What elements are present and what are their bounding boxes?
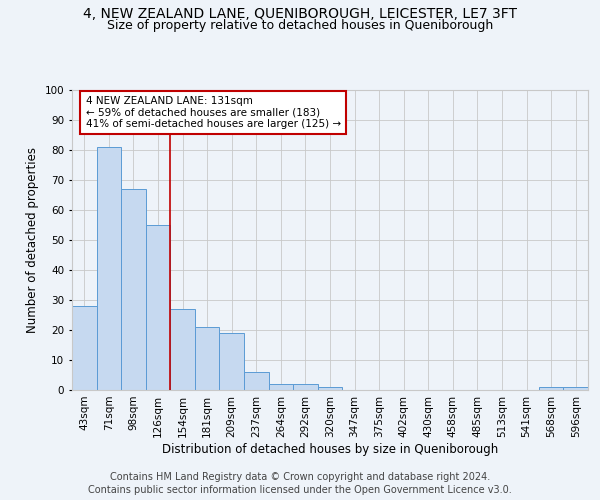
Bar xyxy=(244,372,269,390)
Bar xyxy=(293,384,318,390)
Text: Contains public sector information licensed under the Open Government Licence v3: Contains public sector information licen… xyxy=(88,485,512,495)
Bar xyxy=(220,333,244,390)
Bar xyxy=(72,306,97,390)
Text: 4, NEW ZEALAND LANE, QUENIBOROUGH, LEICESTER, LE7 3FT: 4, NEW ZEALAND LANE, QUENIBOROUGH, LEICE… xyxy=(83,8,517,22)
Text: Size of property relative to detached houses in Queniborough: Size of property relative to detached ho… xyxy=(107,19,493,32)
Text: Contains HM Land Registry data © Crown copyright and database right 2024.: Contains HM Land Registry data © Crown c… xyxy=(110,472,490,482)
Bar xyxy=(170,309,195,390)
Bar xyxy=(269,384,293,390)
Text: 4 NEW ZEALAND LANE: 131sqm
← 59% of detached houses are smaller (183)
41% of sem: 4 NEW ZEALAND LANE: 131sqm ← 59% of deta… xyxy=(86,96,341,129)
Y-axis label: Number of detached properties: Number of detached properties xyxy=(26,147,39,333)
Bar xyxy=(318,387,342,390)
Text: Distribution of detached houses by size in Queniborough: Distribution of detached houses by size … xyxy=(162,442,498,456)
Bar xyxy=(563,387,588,390)
Bar xyxy=(539,387,563,390)
Bar xyxy=(97,147,121,390)
Bar xyxy=(195,327,220,390)
Bar xyxy=(146,225,170,390)
Bar xyxy=(121,189,146,390)
